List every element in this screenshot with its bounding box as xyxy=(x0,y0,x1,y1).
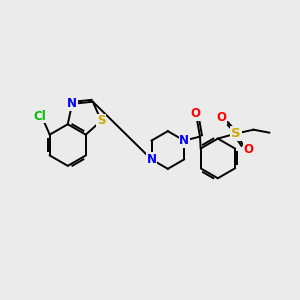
Text: Cl: Cl xyxy=(34,110,46,123)
Text: S: S xyxy=(97,114,106,127)
Text: N: N xyxy=(179,134,189,147)
Text: N: N xyxy=(146,153,157,166)
Text: O: O xyxy=(217,111,227,124)
Text: S: S xyxy=(231,127,241,140)
Text: N: N xyxy=(67,98,77,110)
Text: O: O xyxy=(190,107,200,120)
Text: O: O xyxy=(244,143,254,156)
